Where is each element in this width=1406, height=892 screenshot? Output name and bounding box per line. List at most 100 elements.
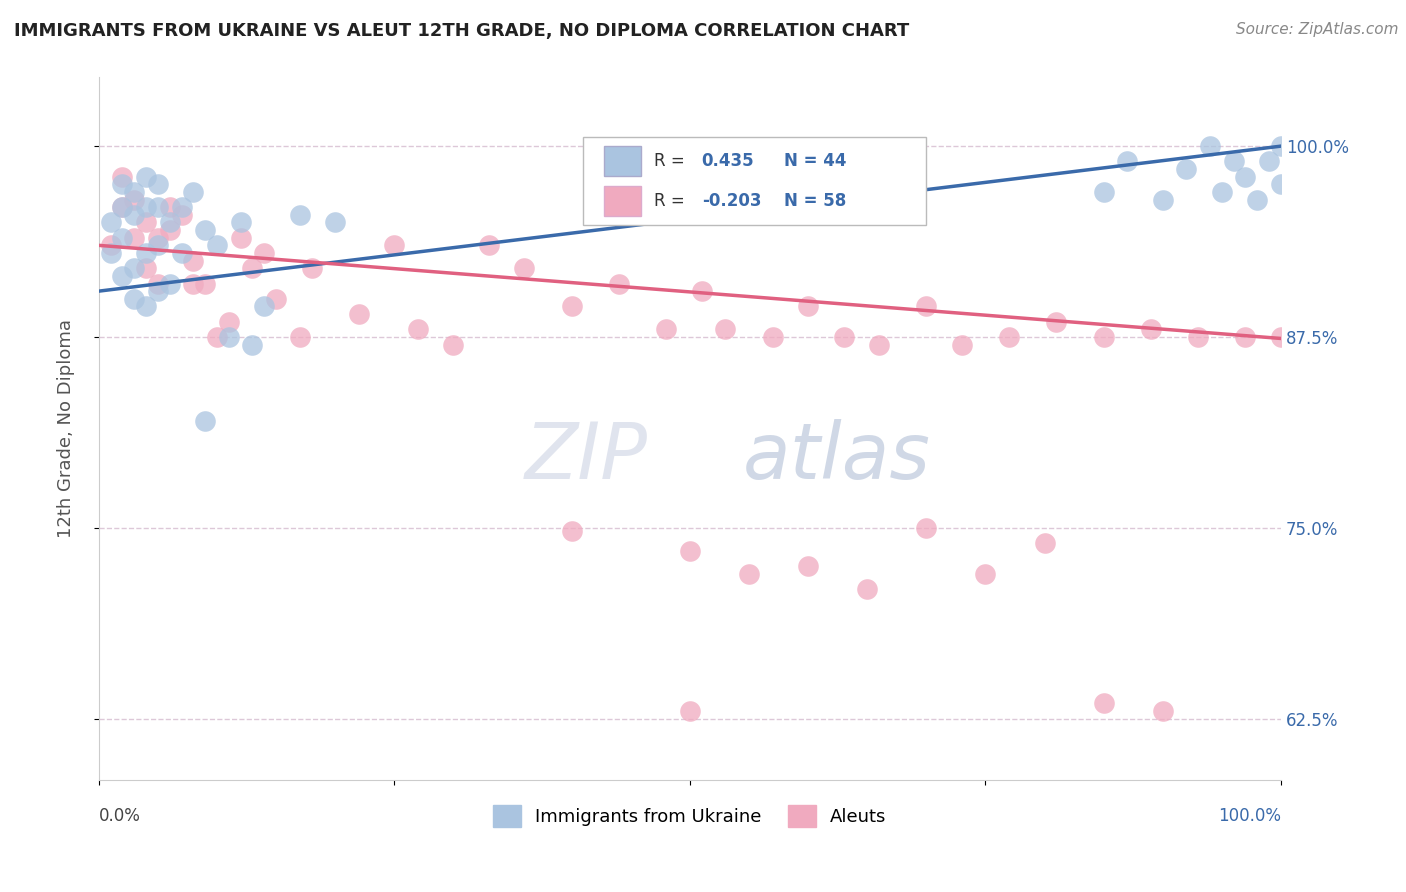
Point <box>1270 139 1292 153</box>
Point <box>478 238 501 252</box>
Point <box>205 238 228 252</box>
Point <box>146 178 169 192</box>
Point <box>607 277 630 291</box>
Point <box>868 337 890 351</box>
Legend: Immigrants from Ukraine, Aleuts: Immigrants from Ukraine, Aleuts <box>486 797 894 834</box>
Point <box>561 300 583 314</box>
FancyBboxPatch shape <box>583 137 927 225</box>
Point <box>194 277 217 291</box>
Point <box>1045 315 1067 329</box>
Point <box>183 185 205 199</box>
Point <box>111 169 134 184</box>
Point <box>679 704 702 718</box>
Point <box>1270 178 1292 192</box>
Point <box>218 315 240 329</box>
Text: R =: R = <box>654 192 685 211</box>
Point <box>443 337 465 351</box>
Point <box>513 261 536 276</box>
Point <box>111 200 134 214</box>
Point <box>159 277 181 291</box>
Point <box>159 223 181 237</box>
Point <box>183 253 205 268</box>
Text: atlas: atlas <box>744 418 931 494</box>
Point <box>264 292 287 306</box>
Point <box>998 330 1021 344</box>
Text: Source: ZipAtlas.com: Source: ZipAtlas.com <box>1236 22 1399 37</box>
Point <box>1092 185 1115 199</box>
Point <box>229 231 252 245</box>
Text: 0.435: 0.435 <box>702 152 755 169</box>
Text: N = 44: N = 44 <box>785 152 846 169</box>
Point <box>253 300 276 314</box>
Point <box>1222 154 1244 169</box>
Point <box>100 215 122 229</box>
Point <box>146 231 169 245</box>
Text: R =: R = <box>654 152 685 169</box>
Point <box>832 330 855 344</box>
Point <box>135 169 157 184</box>
Point <box>1152 193 1174 207</box>
Point <box>1092 696 1115 710</box>
Point <box>915 300 938 314</box>
Point <box>1199 139 1222 153</box>
Text: N = 58: N = 58 <box>785 192 846 211</box>
Point <box>1234 330 1257 344</box>
Point <box>1258 154 1281 169</box>
Point <box>146 277 169 291</box>
Text: 100.0%: 100.0% <box>1218 807 1281 825</box>
Point <box>950 337 973 351</box>
Point <box>111 200 134 214</box>
Point <box>762 330 785 344</box>
Point <box>679 543 702 558</box>
Point <box>122 261 145 276</box>
Point <box>135 246 157 260</box>
Point <box>170 246 193 260</box>
Point <box>1187 330 1209 344</box>
Point <box>194 414 217 428</box>
Point <box>974 566 997 581</box>
Point <box>122 231 145 245</box>
Point <box>1152 704 1174 718</box>
Point <box>159 200 181 214</box>
Point <box>1270 330 1292 344</box>
Point <box>205 330 228 344</box>
Point <box>714 322 737 336</box>
Point <box>111 268 134 283</box>
Text: ZIP: ZIP <box>524 418 647 494</box>
Point <box>561 524 583 538</box>
Point <box>690 284 713 298</box>
Bar <box>603 186 641 216</box>
Point <box>1234 169 1257 184</box>
Point <box>797 300 820 314</box>
Point <box>135 261 157 276</box>
Point <box>242 261 264 276</box>
Point <box>135 215 157 229</box>
Point <box>1033 536 1056 550</box>
Point <box>1140 322 1163 336</box>
Text: IMMIGRANTS FROM UKRAINE VS ALEUT 12TH GRADE, NO DIPLOMA CORRELATION CHART: IMMIGRANTS FROM UKRAINE VS ALEUT 12TH GR… <box>14 22 910 40</box>
Point <box>738 566 761 581</box>
Point <box>1175 161 1198 176</box>
Point <box>797 558 820 573</box>
Point <box>170 200 193 214</box>
Point <box>406 322 429 336</box>
Point <box>655 322 678 336</box>
Y-axis label: 12th Grade, No Diploma: 12th Grade, No Diploma <box>58 319 75 538</box>
Point <box>288 330 311 344</box>
Point <box>146 238 169 252</box>
Bar <box>603 146 641 176</box>
Point <box>100 246 122 260</box>
Point <box>122 292 145 306</box>
Point <box>194 223 217 237</box>
Point <box>122 208 145 222</box>
Point <box>135 200 157 214</box>
Point <box>100 238 122 252</box>
Point <box>122 185 145 199</box>
Point <box>1211 185 1233 199</box>
Point <box>146 200 169 214</box>
Text: -0.203: -0.203 <box>702 192 761 211</box>
Point <box>323 215 346 229</box>
Point <box>229 215 252 229</box>
Point <box>183 277 205 291</box>
Text: 0.0%: 0.0% <box>98 807 141 825</box>
